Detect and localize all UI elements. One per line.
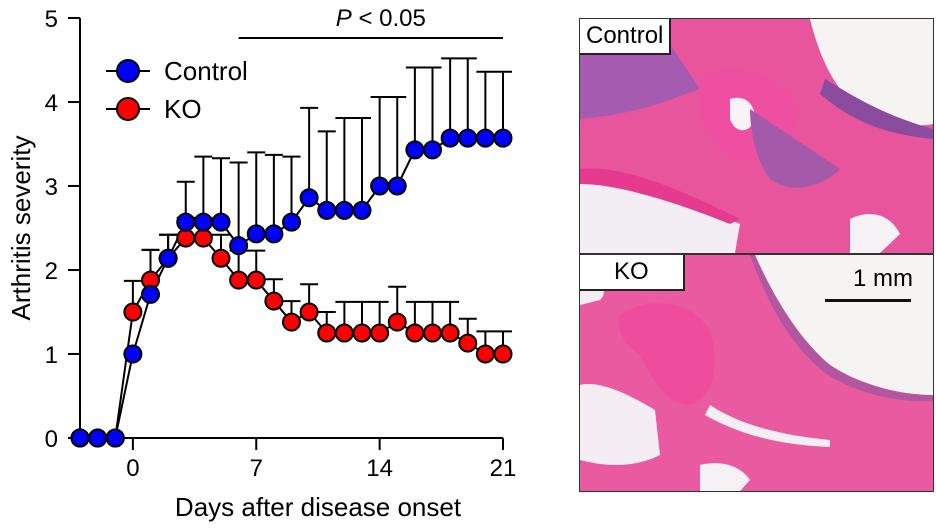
x-axis-title: Days after disease onset xyxy=(175,492,462,522)
y-tick-label: 4 xyxy=(45,90,58,117)
data-point-control xyxy=(423,140,442,160)
data-point-control xyxy=(317,200,337,220)
data-point-ko xyxy=(299,302,319,322)
control-tissue-image xyxy=(580,19,933,253)
data-point-ko xyxy=(475,344,495,364)
data-point-control xyxy=(440,128,460,148)
data-point-ko xyxy=(246,270,266,290)
data-point-control xyxy=(264,224,284,244)
data-point-ko xyxy=(370,323,390,343)
data-point-control xyxy=(141,284,160,304)
data-point-ko xyxy=(334,323,354,343)
data-point-control xyxy=(246,224,266,244)
data-point-control xyxy=(475,128,495,148)
legend-entry-control: Control xyxy=(106,56,248,86)
data-point-control xyxy=(299,188,319,208)
data-point-ko xyxy=(264,291,284,311)
series-layer xyxy=(70,57,513,448)
x-tick-label: 7 xyxy=(250,455,263,482)
data-point-ko xyxy=(423,323,442,343)
data-point-ko xyxy=(405,323,425,343)
y-tick-label: 5 xyxy=(45,6,58,33)
data-point-ko xyxy=(282,312,301,332)
series-control-markers xyxy=(70,128,513,448)
data-point-control xyxy=(229,236,249,256)
x-tick-label: 21 xyxy=(490,455,517,482)
data-point-control xyxy=(493,128,513,148)
data-point-control xyxy=(405,140,425,160)
data-point-ko xyxy=(458,333,478,353)
data-point-control xyxy=(458,128,478,148)
p-symbol: P xyxy=(336,5,352,32)
scale-bar xyxy=(825,299,911,302)
arthritis-severity-chart: 0 1 2 3 4 5 0 7 14 21 P < 0.05 Control KO Arthrit… xyxy=(6,5,517,522)
legend-label-control: Control xyxy=(164,56,248,86)
data-point-ko xyxy=(387,312,407,332)
histology-figure: Control KO 1 mm xyxy=(579,18,934,492)
data-point-control xyxy=(352,200,372,220)
data-point-ko xyxy=(352,323,372,343)
legend-entry-ko: KO xyxy=(106,94,202,124)
p-value-label: P < 0.05 xyxy=(336,5,426,32)
data-point-control xyxy=(193,212,213,232)
data-point-control xyxy=(105,428,125,448)
histology-panel-ko: KO 1 mm xyxy=(580,255,933,491)
axes: 0 1 2 3 4 5 0 7 14 21 xyxy=(45,6,517,482)
y-tick-label: 0 xyxy=(45,426,58,453)
data-point-control xyxy=(123,344,143,364)
data-point-control xyxy=(282,212,301,232)
data-point-ko xyxy=(123,302,143,322)
series-control-errorbars xyxy=(141,57,512,295)
data-point-control xyxy=(158,248,178,268)
data-point-control xyxy=(88,428,108,448)
legend-marker-control xyxy=(116,59,140,83)
histology-panel-control: Control xyxy=(580,19,933,255)
data-point-ko xyxy=(176,228,196,248)
significance-annotation: P < 0.05 xyxy=(238,5,503,39)
legend-label-ko: KO xyxy=(164,94,202,124)
legend-marker-ko xyxy=(116,97,140,121)
data-point-ko xyxy=(493,344,513,364)
data-point-ko xyxy=(317,323,337,343)
data-point-ko xyxy=(211,248,231,268)
panel-label-control: Control xyxy=(580,19,672,55)
panel-label-ko: KO xyxy=(580,255,685,291)
data-point-control xyxy=(70,428,90,448)
data-point-control xyxy=(211,212,231,232)
data-point-ko xyxy=(193,228,213,248)
y-axis-title: Arthritis severity xyxy=(6,136,36,321)
data-point-control xyxy=(334,200,354,220)
x-tick-label: 0 xyxy=(126,455,139,482)
scale-bar-label: 1 mm xyxy=(853,265,913,292)
series-ko-markers xyxy=(70,228,513,448)
y-tick-label: 2 xyxy=(45,258,58,285)
ko-tissue-image xyxy=(580,255,933,491)
p-threshold: < 0.05 xyxy=(352,5,426,32)
y-tick-label: 3 xyxy=(45,174,58,201)
y-tick-label: 1 xyxy=(45,342,58,369)
data-point-ko xyxy=(440,323,460,343)
data-point-control xyxy=(176,212,196,232)
data-point-control xyxy=(387,176,407,196)
data-point-ko xyxy=(229,270,249,290)
legend: Control KO xyxy=(106,56,248,124)
data-point-control xyxy=(370,176,390,196)
x-tick-label: 14 xyxy=(366,455,393,482)
